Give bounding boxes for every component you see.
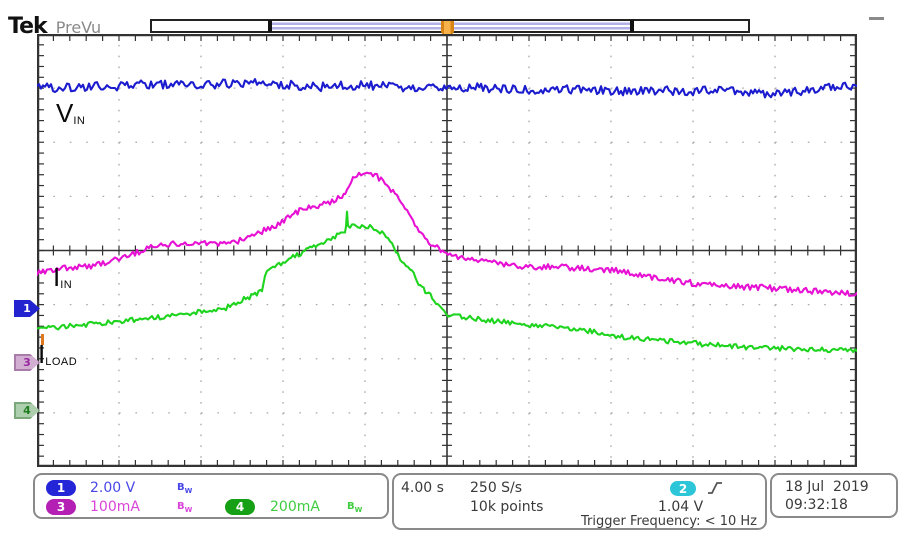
label-iin: IIN [53, 262, 73, 292]
menu-dash-icon [869, 17, 884, 20]
label-iload: ILOAD [38, 339, 78, 369]
time-label: 09:32:18 [785, 497, 848, 513]
ch3-badge[interactable]: 3 [46, 499, 76, 515]
trigger-level-tick [41, 334, 44, 345]
horizontal-trigger-readout-box: 4.00 s 250 S/s 10k points 2 1.04 V Trigg… [392, 473, 767, 530]
record-window-right-bracket [630, 20, 634, 32]
sample-rate: 250 S/s [470, 480, 523, 496]
ch1-bandwidth-icon: BW [177, 482, 193, 495]
record-window-left-bracket [268, 20, 272, 32]
ch1-badge[interactable]: 1 [46, 480, 76, 496]
date-label: 18 Jul 2019 [785, 479, 869, 495]
graticule-and-traces [37, 34, 857, 467]
trigger-frequency: Trigger Frequency: < 10 Hz [581, 514, 757, 529]
ch3-scale: 100mA [90, 499, 140, 515]
acquisition-mode-label: PreVu [55, 18, 102, 37]
ch3-ch4-readout-row[interactable]: 3 100mA BW 4 200mA BW [35, 498, 387, 516]
waveform-display[interactable] [37, 34, 857, 467]
ch4-ground-marker[interactable]: 4 [14, 402, 40, 419]
label-vin: VIN [56, 98, 86, 128]
ch4-scale: 200mA [270, 499, 320, 515]
ch4-badge[interactable]: 4 [225, 499, 255, 515]
ch4-bandwidth-icon: BW [347, 501, 363, 514]
ch1-readout-row[interactable]: 1 2.00 V BW [35, 479, 387, 497]
ch3-ground-marker[interactable]: 3 [14, 354, 40, 371]
timebase-scale[interactable]: 4.00 s [401, 480, 444, 496]
ch3-bandwidth-icon: BW [177, 501, 193, 514]
brand-logo: Tek PreVu [8, 14, 101, 39]
record-length: 10k points [470, 499, 544, 515]
datetime-box: 18 Jul 2019 09:32:18 [770, 473, 898, 518]
trigger-level[interactable]: 1.04 V [658, 499, 704, 515]
ch1-scale: 2.00 V [90, 480, 136, 496]
trigger-slope-icon [708, 482, 722, 494]
trigger-source-badge[interactable]: 2 [670, 481, 696, 496]
channel-readout-box: 1 2.00 V BW 3 100mA BW 4 200mA BW [33, 473, 389, 519]
ch1-ground-marker[interactable]: 1 [14, 300, 40, 317]
